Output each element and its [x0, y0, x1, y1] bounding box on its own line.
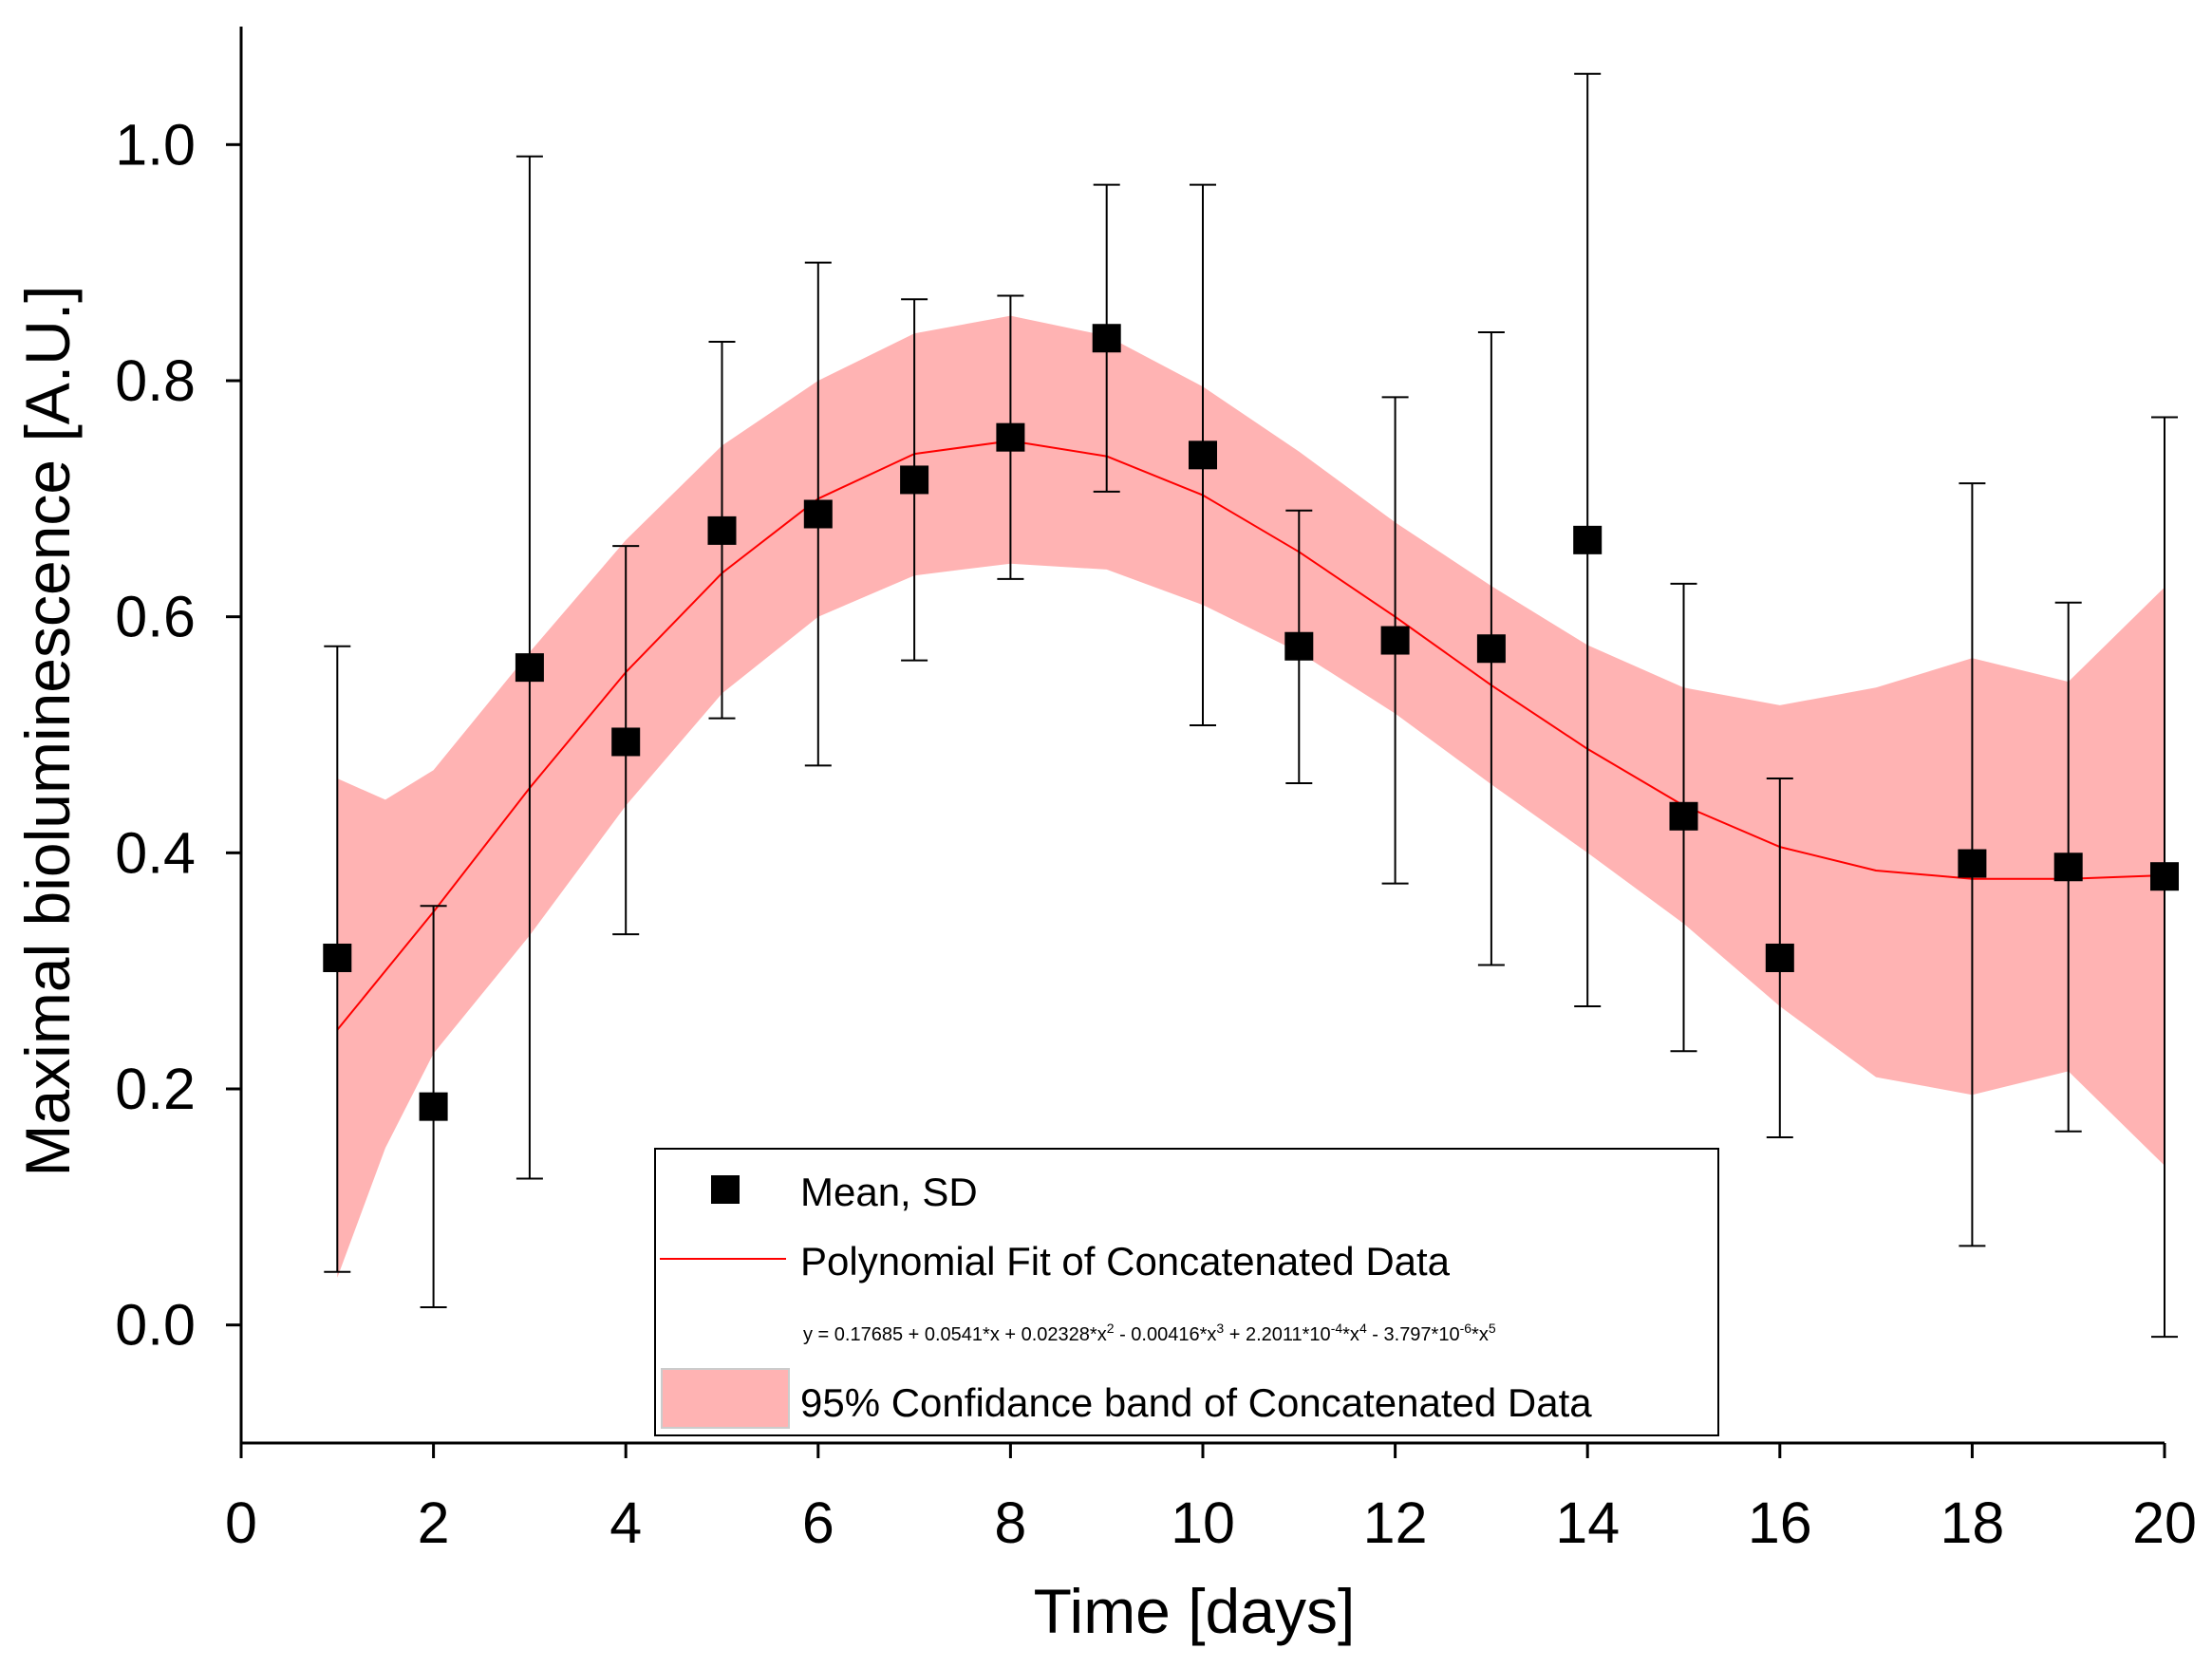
data-point [1476, 634, 1506, 664]
data-point [2150, 862, 2179, 891]
x-axis-title: Time [days] [1034, 1576, 1356, 1646]
x-tick-label: 8 [994, 1490, 1026, 1555]
y-tick-labels: 0.0 0.2 0.4 0.6 0.8 1.0 [115, 112, 196, 1357]
fit-line [336, 440, 2165, 1031]
data-point [1573, 525, 1603, 554]
confidence-band [337, 315, 2165, 1278]
x-tick-label: 14 [1555, 1490, 1620, 1555]
y-tick-label: 0.2 [115, 1057, 196, 1121]
legend-label-mean-sd: Mean, SD [800, 1170, 978, 1214]
data-point [1092, 324, 1121, 353]
y-tick-label: 0.8 [115, 348, 196, 413]
x-tick-label: 6 [802, 1490, 834, 1555]
x-tick-label: 2 [418, 1490, 450, 1555]
legend-label-band: 95% Confidance band of Concatenated Data [800, 1380, 1592, 1425]
axes [226, 27, 2166, 1458]
data-point [1189, 440, 1217, 470]
data-point [1380, 626, 1410, 655]
legend-marker-band [661, 1368, 790, 1429]
x-tick-label: 12 [1363, 1490, 1428, 1555]
legend-label-fit: Polynomial Fit of Concatenated Data [800, 1239, 1451, 1284]
data-point [323, 943, 352, 972]
x-tick-label: 18 [1940, 1490, 2004, 1555]
data-point [803, 499, 833, 529]
confidence-band-layer [337, 315, 2165, 1278]
data-point [996, 422, 1025, 452]
x-tick-labels: 0 2 4 6 8 10 12 14 16 18 20 [225, 1490, 2197, 1555]
data-point [707, 515, 737, 545]
data-point [1958, 849, 1987, 878]
data-point [1669, 801, 1698, 831]
x-tick-label: 10 [1171, 1490, 1235, 1555]
data-point [419, 1092, 448, 1121]
data-point [900, 465, 929, 495]
y-tick-label: 0.4 [115, 820, 196, 885]
data-point [611, 727, 641, 757]
data-point [515, 653, 544, 683]
data-point [1284, 631, 1314, 661]
legend-marker-mean-sd [711, 1175, 740, 1204]
y-tick-label: 0.6 [115, 585, 196, 649]
fit-equation: y = 0.17685 + 0.0541*x + 0.02328*x2 - 0.… [803, 1321, 1496, 1345]
data-point-layer [323, 324, 2179, 1121]
data-point [1765, 943, 1794, 972]
data-point [2053, 853, 2083, 882]
y-tick-label: 1.0 [115, 112, 196, 177]
x-tick-label: 20 [2132, 1490, 2197, 1555]
x-tick-label: 4 [609, 1490, 642, 1555]
y-axis-title: Maximal bioluminescence [A.U.] [12, 285, 83, 1176]
fit-line-layer [336, 440, 2165, 1031]
x-tick-label: 16 [1748, 1490, 1812, 1555]
legend-box [654, 1148, 1719, 1436]
x-tick-label: 0 [225, 1490, 257, 1555]
y-tick-label: 0.0 [115, 1293, 196, 1358]
legend: Mean, SD Polynomial Fit of Concatenated … [654, 1148, 1719, 1436]
